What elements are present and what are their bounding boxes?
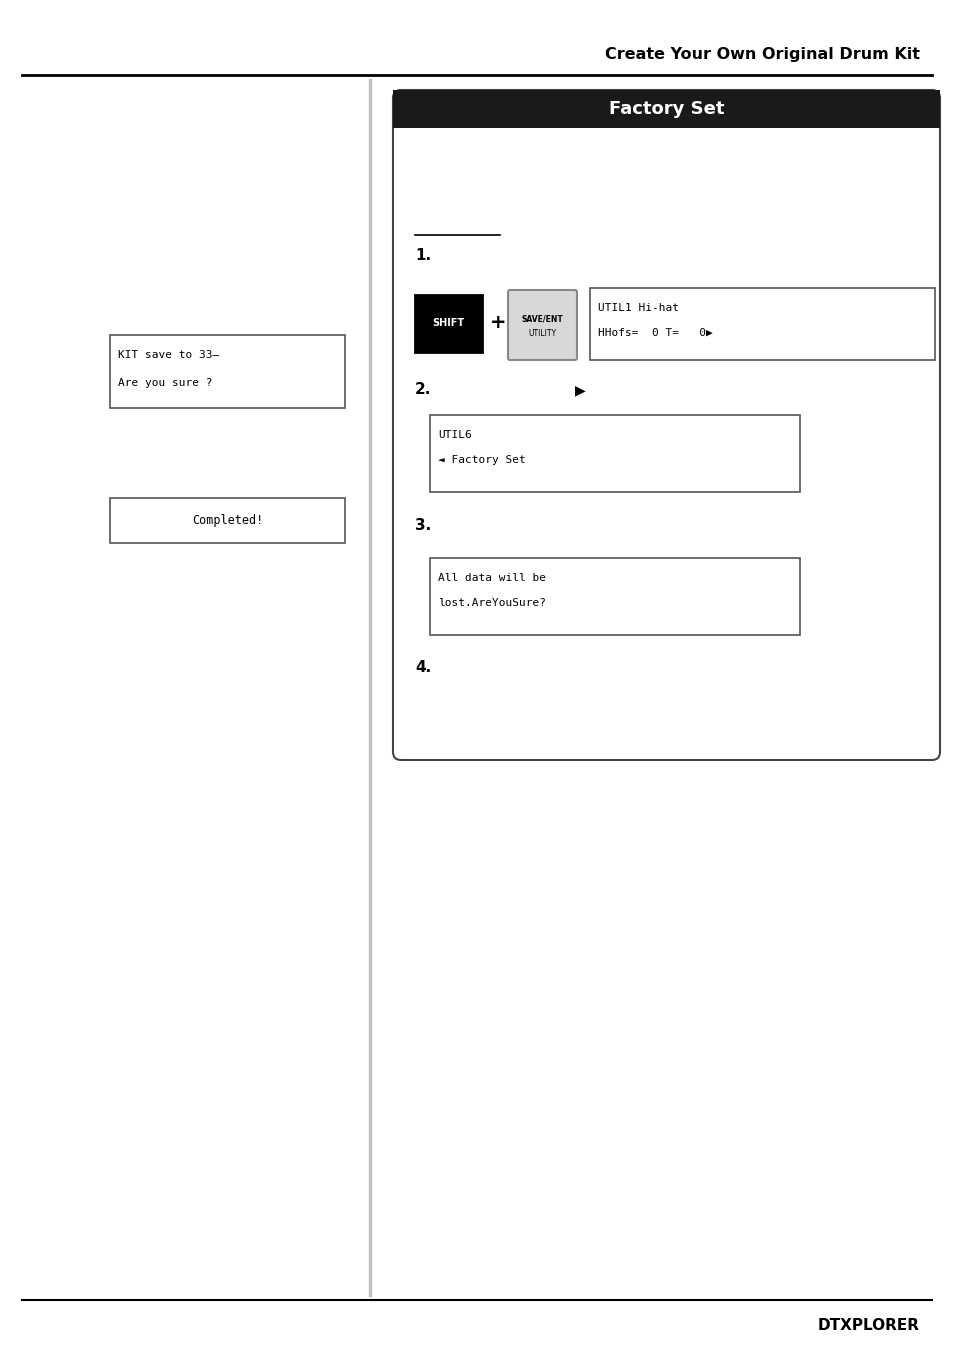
Text: Factory Set: Factory Set [608,100,723,118]
Text: UTILITY: UTILITY [528,328,556,338]
Text: KIT save to 33—: KIT save to 33— [118,350,219,359]
Bar [430,415,800,492]
Text: SAVE/ENT: SAVE/ENT [521,315,563,323]
FancyBboxPatch shape [393,91,939,761]
Text: ▶: ▶ [574,382,585,397]
Text: UTIL1 Hi-hat: UTIL1 Hi-hat [598,303,679,313]
Text: 1.: 1. [415,247,431,262]
Bar [589,288,934,359]
FancyBboxPatch shape [507,290,577,359]
Bar [110,499,345,543]
Text: All data will be: All data will be [437,573,545,584]
Text: HHofs=  0 T=   0▶: HHofs= 0 T= 0▶ [598,328,712,338]
Bar [415,295,481,353]
Text: UTIL6: UTIL6 [437,430,471,440]
Bar [393,91,939,128]
Text: ◄ Factory Set: ◄ Factory Set [437,455,525,465]
Bar [430,558,800,635]
Text: SHIFT: SHIFT [432,319,464,328]
Text: DTXPLORER: DTXPLORER [817,1317,919,1332]
Bar [110,335,345,408]
Text: Create Your Own Original Drum Kit: Create Your Own Original Drum Kit [604,47,919,62]
Text: +: + [489,313,506,332]
Text: 3.: 3. [415,517,431,532]
Text: Completed!: Completed! [192,513,263,527]
Text: lost.AreYouSure?: lost.AreYouSure? [437,598,545,608]
Text: 2.: 2. [415,382,431,397]
Text: Are you sure ?: Are you sure ? [118,378,213,388]
Text: 4.: 4. [415,661,431,676]
